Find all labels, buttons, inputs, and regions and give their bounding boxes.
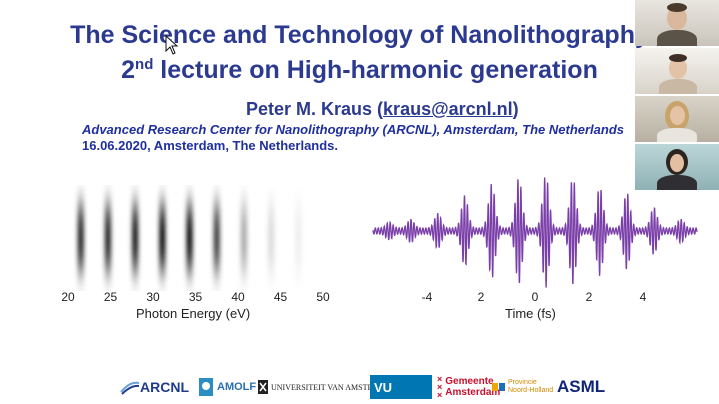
pulse-x-tick: 0	[531, 290, 539, 304]
spectrum-x-axis: 20 25 30 35 40 45 50	[0, 290, 360, 306]
amolf-logo: AMOLF	[198, 375, 256, 399]
title-line-2: 2nd lecture on High-harmonic generation	[0, 50, 719, 85]
uva-logo-text: UNIVERSITEIT VAN AMSTERDAM	[271, 382, 397, 392]
uva-logo: UNIVERSITEIT VAN AMSTERDAM	[258, 375, 396, 399]
spectrum-x-tick: 25	[103, 290, 118, 304]
provincie-text: Provincie Noord-Holland	[508, 379, 553, 395]
participant-video-3[interactable]	[635, 96, 719, 142]
pulse-x-tick: 2	[585, 290, 593, 304]
spectrum-x-tick: 35	[188, 290, 203, 304]
harmonic-peak	[213, 207, 220, 269]
author-email-link[interactable]: kraus@arcnl.nl	[383, 99, 513, 119]
asml-logo-text: ASML	[557, 377, 606, 396]
asml-logo: ASML	[557, 375, 605, 399]
spectrum-x-tick: 45	[273, 290, 288, 304]
harmonic-peak	[104, 207, 111, 269]
amolf-emblem-icon	[199, 378, 213, 396]
harmonic-peak	[240, 207, 247, 269]
provincie-emblem-icon	[492, 383, 505, 391]
provincie-line-1: Provincie	[508, 379, 537, 386]
uva-crest-icon	[258, 380, 268, 394]
date-location: 16.06.2020, Amsterdam, The Netherlands.	[82, 138, 339, 153]
gemeente-text: Gemeente Amsterdam	[445, 376, 500, 398]
title-line-2-rest: lecture on High-harmonic generation	[153, 56, 598, 84]
spectrum-x-label: Photon Energy (eV)	[136, 306, 251, 321]
slide-title: The Science and Technology of Nanolithog…	[0, 20, 719, 85]
vu-logo: VU	[370, 375, 432, 399]
spectrum-x-tick: 40	[231, 290, 245, 304]
harmonic-spectrum-image	[77, 207, 302, 269]
author-close-paren: )	[512, 99, 519, 119]
harmonic-peak	[186, 207, 193, 269]
arcnl-logo-text: ARCNL	[140, 379, 189, 395]
xxx-icon: × × ×	[437, 374, 443, 400]
spectrum-x-tick: 30	[146, 290, 160, 304]
gemeente-amsterdam-logo: × × × Gemeente Amsterdam	[437, 374, 500, 400]
title-line-1: The Science and Technology of Nanolithog…	[70, 21, 649, 49]
provincie-noord-holland-logo: Provincie Noord-Holland	[492, 375, 553, 399]
pulse-x-tick: -4	[421, 290, 433, 304]
vu-logo-text: VU	[374, 379, 393, 395]
pulse-x-label: Time (fs)	[505, 306, 556, 321]
provincie-line-2: Noord-Holland	[508, 387, 554, 394]
participant-video-4[interactable]	[635, 144, 719, 190]
affiliation: Advanced Research Center for Nanolithogr…	[82, 122, 625, 137]
arcnl-logo: ARCNL	[120, 375, 189, 399]
pulse-waveform-line	[372, 177, 698, 288]
harmonic-peak	[77, 207, 84, 269]
title-line-2-prefix: 2	[121, 56, 136, 84]
attosecond-pulse-train-plot	[372, 177, 698, 288]
spectrum-x-tick: 50	[316, 290, 330, 304]
harmonic-peak	[132, 207, 139, 269]
participant-video-2[interactable]	[635, 48, 719, 94]
author-name: Peter M. Kraus (	[246, 99, 384, 119]
gemeente-line-1: Gemeente	[445, 376, 494, 387]
amolf-logo-text: AMOLF	[217, 381, 257, 393]
author-line: Peter M. Kraus (kraus@arcnl.nl)	[246, 99, 519, 120]
harmonic-peak	[268, 207, 275, 269]
spectrum-x-tick: 20	[61, 290, 75, 304]
pulse-x-tick: 2	[477, 290, 485, 304]
harmonic-peak	[159, 207, 166, 269]
video-participants-panel	[635, 0, 719, 190]
partner-logos: ARCNL AMOLF UNIVERSITEIT VAN AMSTERDAM V…	[120, 374, 620, 400]
gemeente-line-2: Amsterdam	[445, 387, 501, 398]
title-line-2-sup: nd	[135, 56, 154, 73]
mouse-pointer-icon	[165, 35, 179, 55]
pulse-x-tick: 4	[639, 290, 647, 304]
arcnl-swoosh-icon	[120, 381, 140, 395]
harmonic-peak	[295, 207, 302, 269]
participant-video-1[interactable]	[635, 0, 719, 46]
pulse-x-axis: -4 2 0 2 4	[0, 290, 719, 306]
